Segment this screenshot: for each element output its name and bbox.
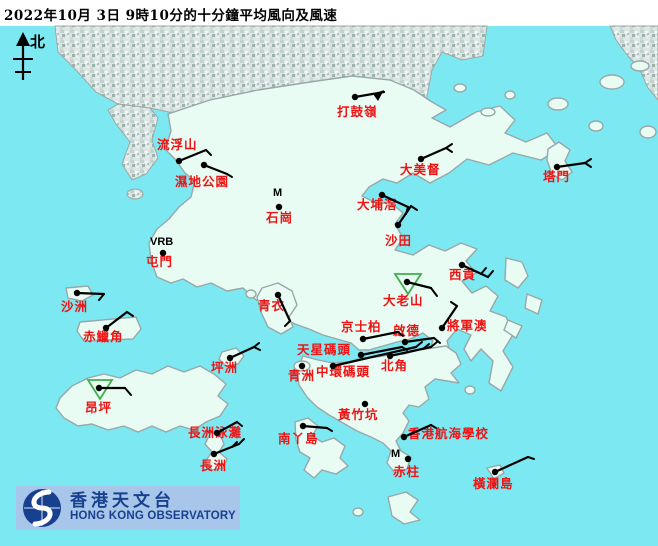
peng-chau-label[interactable]: 坪洲 [211,360,239,375]
chek-lap-kok-label[interactable]: 赤鱲角 [83,329,124,344]
shek-kong-marker: M [273,187,283,199]
kings-park-label[interactable]: 京士柏 [341,319,382,334]
stanley-label[interactable]: 赤柱 [393,464,421,479]
north-point-label[interactable]: 北角 [381,358,409,373]
north-arrow-head [16,32,30,46]
cheung-chau-label[interactable]: 長洲 [200,458,228,473]
ta-kwu-ling-label[interactable]: 打鼓嶺 [337,104,378,119]
wong-chuk-hang-label[interactable]: 黃竹坑 [338,407,379,422]
green-island-label[interactable]: 青洲 [288,368,316,383]
tsing-yi-label[interactable]: 青衣 [258,298,286,313]
cheung-chau-beach-label[interactable]: 長洲泳灘 [188,425,243,440]
tap-mun-label[interactable]: 塔門 [543,169,571,184]
central-pier-label[interactable]: 中環碼頭 [316,364,371,379]
tates-cairn-label[interactable]: 大老山 [383,293,424,308]
kai-tak-label[interactable]: 啟德 [393,323,421,338]
hko-logo-icon [23,489,61,527]
star-ferry-label[interactable]: 天星碼頭 [297,342,352,357]
sha-tin-label[interactable]: 沙田 [385,233,413,248]
waglan-island-label[interactable]: 橫瀾島 [473,476,514,491]
hk-sea-school-label[interactable]: 香港航海學校 [408,426,490,441]
ngong-ping-label[interactable]: 昂坪 [85,400,113,415]
lau-fau-shan-label[interactable]: 流浮山 [157,137,198,152]
sha-chau-label[interactable]: 沙洲 [61,299,89,314]
stanley-marker: M [391,448,401,460]
tai-mei-tuk-label[interactable]: 大美督 [400,162,441,177]
north-label: 北 [30,33,46,51]
tai-po-kau-label[interactable]: 大埔滘 [357,197,398,212]
page-title: 2022年10月 3日 9時10分的十分鐘平均風向及風速 [4,8,338,24]
shek-kong-label[interactable]: 石崗 [266,210,294,225]
hko-logo-english: HONG KONG OBSERVATORY [70,510,236,523]
north-arrow: 北 [6,30,66,84]
lamma-island-label[interactable]: 南丫島 [278,431,319,446]
tuen-mun-label[interactable]: 屯門 [146,254,174,269]
tseung-kwan-o-label[interactable]: 將軍澳 [447,318,488,333]
tuen-mun-marker: VRB [150,236,174,248]
wetland-park-label[interactable]: 濕地公園 [175,174,230,189]
hko-logo-chinese: 香港天文台 [70,490,175,511]
hko-logo: 香港天文台 HONG KONG OBSERVATORY [16,486,240,530]
sai-kung-label[interactable]: 西貢 [449,267,477,282]
